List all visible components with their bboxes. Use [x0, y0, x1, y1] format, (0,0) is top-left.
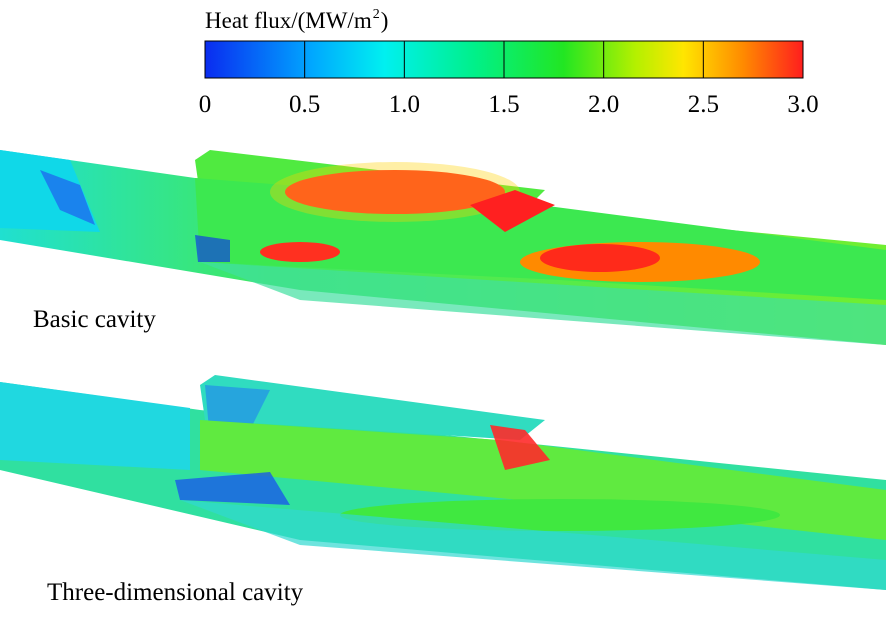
tick-label: 0: [199, 91, 212, 118]
basic-cavity-contour: Basic cavity: [0, 150, 886, 345]
tick-label: 1.0: [389, 91, 420, 118]
colorbar: Heat flux/(MW/m 2 ) 0 0.5 1.0 1.5 2.0 2.5 3.0: [199, 7, 819, 118]
colorbar-title-end: ): [381, 8, 389, 33]
panel-label: Three-dimensional cavity: [47, 579, 304, 606]
tick-label: 2.0: [588, 91, 619, 118]
tick-label: 0.5: [289, 91, 320, 118]
colorbar-title: Heat flux/(MW/m: [205, 8, 372, 33]
colorbar-title-superscript: 2: [373, 7, 380, 22]
tick-label: 3.0: [787, 91, 818, 118]
three-dimensional-cavity-contour: Three-dimensional cavity: [0, 375, 886, 606]
tick-label: 1.5: [488, 91, 519, 118]
panel-label: Basic cavity: [33, 306, 156, 333]
tick-label: 2.5: [688, 91, 719, 118]
